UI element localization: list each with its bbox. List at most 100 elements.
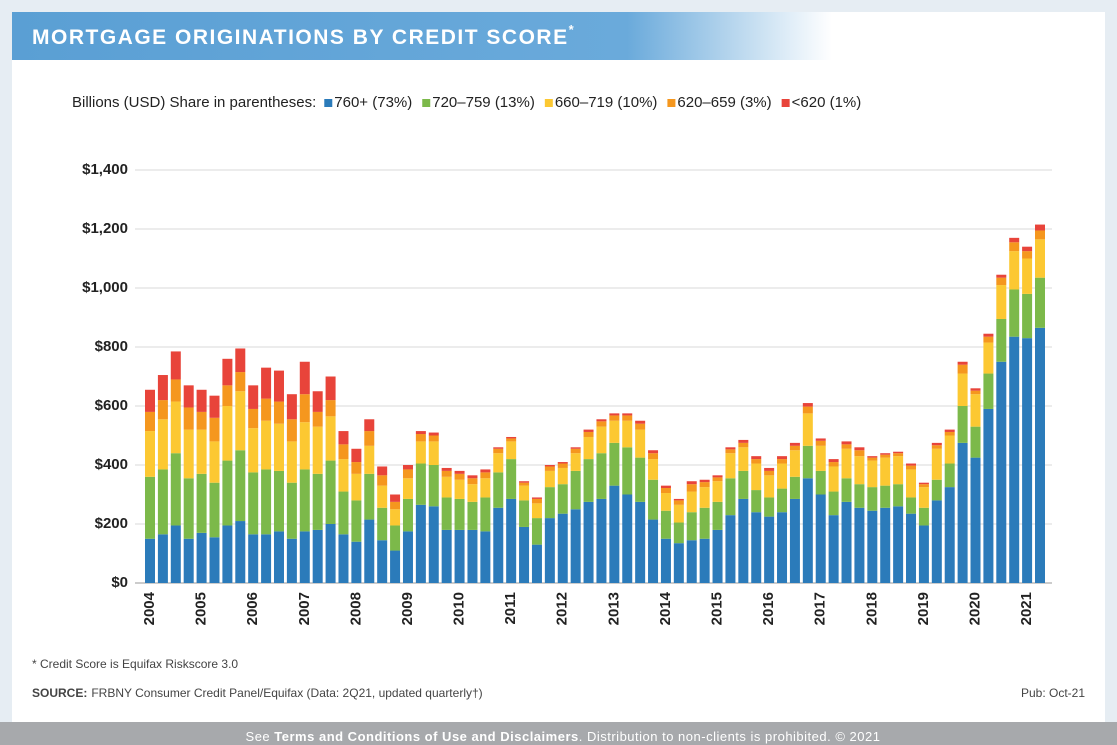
bar-segment xyxy=(235,391,246,451)
footer-link[interactable]: Terms and Conditions of Use and Disclaim… xyxy=(274,729,578,744)
bar-segment xyxy=(570,470,581,510)
bar-segment xyxy=(1022,251,1033,259)
bar-segment xyxy=(402,478,413,499)
bar-segment xyxy=(364,431,375,446)
bar-segment xyxy=(235,348,246,373)
bar-segment xyxy=(454,473,465,480)
bar-segment xyxy=(609,415,620,421)
legend-swatch xyxy=(422,99,431,107)
bar-segment xyxy=(931,445,942,449)
bar-segment xyxy=(183,385,194,408)
bar-segment xyxy=(622,415,633,421)
bar-segment xyxy=(751,490,762,513)
source-label: SOURCE: xyxy=(32,686,87,700)
bar-segment xyxy=(957,406,968,443)
bar-segment xyxy=(402,469,413,479)
bar-segment xyxy=(570,447,581,449)
bar-segment xyxy=(648,450,659,454)
bar-segment xyxy=(506,498,517,583)
bar-segment xyxy=(983,336,994,343)
bar-segment xyxy=(648,479,659,520)
bar-segment xyxy=(957,364,968,374)
bar-segment xyxy=(428,441,439,465)
bar-segment xyxy=(196,429,207,474)
bar-segment xyxy=(660,510,671,539)
bar-segment xyxy=(196,532,207,583)
bar-segment xyxy=(944,431,955,436)
bar-segment xyxy=(544,466,555,471)
bar-segment xyxy=(338,491,349,535)
x-tick-label: 2016 xyxy=(760,592,777,625)
bar-segment xyxy=(751,456,762,460)
bar-segment xyxy=(738,439,749,443)
bar-segment xyxy=(596,419,607,422)
bar-segment xyxy=(893,451,904,454)
bar-segment xyxy=(286,441,297,483)
bar-segment xyxy=(996,318,1007,362)
bar-segment xyxy=(557,484,568,514)
pub-date: Pub: Oct-21 xyxy=(1021,686,1085,700)
bar-segment xyxy=(906,497,917,514)
bar-segment xyxy=(583,501,594,583)
bar-segment xyxy=(454,479,465,499)
bar-segment xyxy=(1035,327,1045,583)
bar-segment xyxy=(312,391,323,412)
bar-segment xyxy=(1035,277,1045,328)
bar-segment xyxy=(1022,246,1033,252)
bar-segment xyxy=(312,529,323,583)
bar-segment xyxy=(467,478,478,485)
x-tick-label: 2020 xyxy=(966,592,983,625)
bar-segment xyxy=(157,419,168,470)
bar-segment xyxy=(467,475,478,479)
bar-segment xyxy=(609,442,620,486)
bar-segment xyxy=(157,469,168,535)
bar-segment xyxy=(712,481,723,502)
bar-segment xyxy=(390,494,401,502)
bar-segment xyxy=(802,403,813,407)
plot: $0 $200 $400 $600 $800 $1,000 $1,200 $1,400 Bill… xyxy=(72,94,1052,625)
bar-segment xyxy=(931,448,942,480)
bar-segment xyxy=(441,476,452,498)
bar-segment xyxy=(441,529,452,583)
bar-segment xyxy=(261,398,272,421)
x-tick-label: 2006 xyxy=(244,592,261,625)
bar-segment xyxy=(789,445,800,451)
bar-segment xyxy=(854,447,865,451)
bar-segment xyxy=(235,521,246,583)
bar-segment xyxy=(983,342,994,374)
bar-segment xyxy=(428,506,439,583)
bar-segment xyxy=(686,512,697,541)
x-tick-label: 2017 xyxy=(812,592,829,625)
bar-segment xyxy=(893,456,904,485)
bar-segment xyxy=(648,459,659,480)
bar-segment xyxy=(738,470,749,499)
bar-segment xyxy=(918,482,929,485)
x-tick-label: 2011 xyxy=(502,592,519,625)
x-tick-label: 2014 xyxy=(657,591,674,625)
bar-segment xyxy=(673,543,684,583)
bar-segment xyxy=(364,445,375,474)
bar-segment xyxy=(454,529,465,583)
bar-segment xyxy=(699,538,710,583)
bar-segment xyxy=(467,529,478,583)
bar-segment xyxy=(609,413,620,416)
bar-segment xyxy=(854,507,865,583)
bar-segment xyxy=(1022,338,1033,583)
bar-segment xyxy=(712,477,723,482)
bar-segment xyxy=(893,484,904,507)
bar-segment xyxy=(364,419,375,432)
bar-segment xyxy=(1009,242,1020,252)
bar-segment xyxy=(428,435,439,442)
bar-segment xyxy=(880,485,891,508)
footer-pre: See xyxy=(246,729,271,744)
bar-segment xyxy=(738,498,749,583)
bar-segment xyxy=(970,457,981,583)
legend-label: 760+ (73%) xyxy=(334,94,412,111)
bar-segment xyxy=(996,274,1007,278)
bar-segment xyxy=(1009,237,1020,243)
bar-segment xyxy=(222,358,233,386)
bar-segment xyxy=(1022,258,1033,294)
bar-segment xyxy=(944,435,955,464)
bar-segment xyxy=(390,509,401,526)
bar-segment xyxy=(686,484,697,492)
